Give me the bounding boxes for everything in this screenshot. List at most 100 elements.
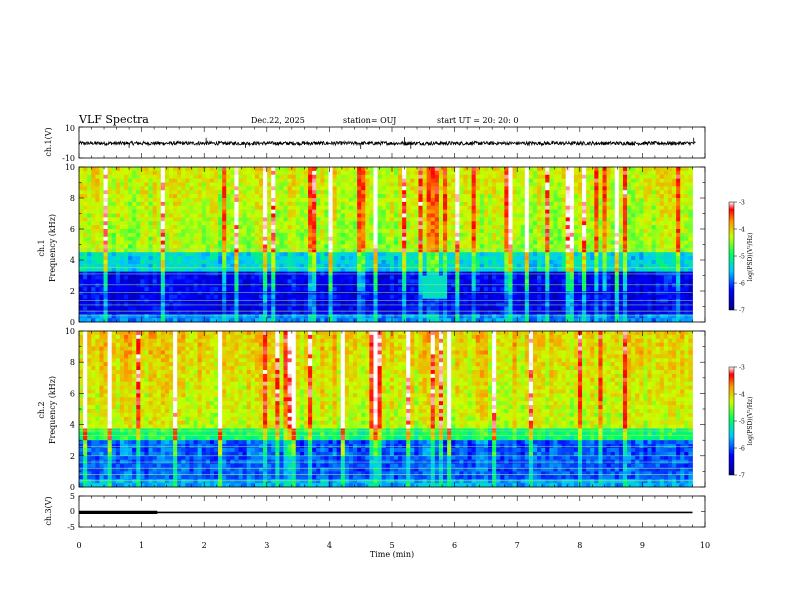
spectrogram-cell — [218, 186, 223, 191]
spectrogram-cell — [373, 263, 378, 269]
spectrogram-cell — [688, 287, 693, 292]
spectrogram-cell — [500, 221, 505, 226]
spectrogram-cell — [590, 236, 595, 242]
spectrogram-cell — [107, 267, 113, 273]
spectrogram-cell — [83, 198, 88, 203]
spectrogram-cell — [406, 167, 411, 172]
spectrogram-cell — [647, 256, 652, 261]
spectrogram-cell — [667, 244, 673, 249]
spectrogram-cell — [537, 244, 542, 249]
spectrogram-cell — [205, 229, 211, 234]
spectrogram-cell — [545, 279, 550, 284]
spectrogram-cell — [361, 225, 366, 230]
spectrogram-cell — [177, 174, 182, 180]
spectrogram-cell — [467, 225, 473, 230]
spectrogram-cell — [123, 291, 129, 296]
spectrogram-cell — [197, 244, 203, 249]
spectrogram-cell — [602, 213, 607, 218]
spectrogram-cell — [209, 279, 215, 284]
spectrogram-cell — [83, 229, 88, 234]
spectrogram-cell — [627, 236, 632, 242]
spectrogram-cell — [590, 221, 595, 226]
spectrogram-cell — [557, 178, 562, 183]
spectrogram-cell — [672, 170, 677, 176]
spectrogram-cell — [115, 267, 121, 273]
spectrogram-cell — [393, 244, 399, 249]
spectrogram-cell — [688, 232, 693, 238]
spectrogram-cell — [361, 221, 366, 226]
spectrogram-cell — [128, 186, 133, 191]
spectrogram-cell — [303, 229, 309, 234]
spectrogram-cell — [267, 201, 272, 207]
spectrogram-cell — [631, 229, 636, 234]
spectrogram-cell — [283, 167, 288, 172]
spectrogram-cell — [197, 186, 203, 191]
spectrogram-cell — [197, 260, 203, 265]
spectrogram-cell — [197, 267, 203, 273]
spectrogram-cell — [95, 205, 100, 211]
spectrogram-cell — [414, 194, 419, 199]
spectrogram-cell — [389, 244, 395, 249]
spectrogram-cell — [197, 236, 203, 242]
spectrogram-cell — [111, 194, 117, 199]
spectrogram-cell — [537, 178, 542, 183]
spectrogram-cell — [250, 190, 256, 195]
spectrogram-cell — [144, 267, 149, 273]
spectrogram-cell — [344, 194, 350, 199]
spectrogram-cell — [398, 201, 403, 207]
spectrogram-cell — [189, 213, 194, 218]
spectrogram-cell — [99, 279, 104, 284]
spectrogram-cell — [541, 232, 546, 238]
spectrogram-cell — [643, 186, 648, 191]
spectrogram-cell — [487, 252, 493, 257]
spectrogram-cell — [336, 213, 342, 218]
spectrogram-cell — [455, 287, 460, 292]
spectrogram-cell — [455, 213, 460, 218]
spectrogram-cell — [639, 170, 644, 176]
spectrogram-cell — [271, 232, 276, 238]
spectrogram-cell — [168, 217, 174, 222]
spectrogram-cell — [553, 275, 558, 280]
spectrogram-cell — [627, 194, 632, 199]
spectrogram-cell — [508, 221, 513, 226]
spectrogram-cell — [524, 252, 530, 257]
spectrogram-cell — [209, 236, 215, 242]
spectrogram-cell — [275, 291, 280, 296]
spectrogram-cell — [99, 205, 104, 211]
spectrogram-cell — [344, 244, 350, 249]
spectrogram-cell — [676, 182, 681, 187]
spectrogram-cell — [647, 201, 652, 207]
spectrogram-cell — [250, 209, 256, 214]
spectrogram-cell — [459, 244, 464, 249]
spectrogram-cell — [242, 167, 248, 172]
spectrogram-cell — [569, 186, 575, 191]
spectrogram-cell — [627, 190, 632, 195]
spectrogram-cell — [344, 229, 350, 234]
spectrogram-cell — [565, 256, 571, 261]
spectrogram-cell — [308, 178, 313, 183]
spectrogram-cell — [680, 205, 685, 211]
spectrogram-cell — [115, 232, 121, 238]
spectrogram-cell — [99, 229, 104, 234]
spectrogram-cell — [582, 279, 587, 284]
spectrogram-cell — [332, 240, 338, 245]
spectrogram-cell — [667, 260, 673, 265]
spectrogram-cell — [492, 279, 497, 284]
spectrogram-cell — [631, 170, 636, 176]
spectrogram-cell — [622, 190, 628, 195]
spectrogram-cell — [418, 248, 423, 253]
spectrogram-cell — [643, 283, 648, 288]
spectrogram-cell — [189, 178, 194, 183]
spectrogram-cell — [406, 190, 411, 195]
spectrogram-cell — [230, 267, 235, 273]
spectrogram-cell — [426, 267, 432, 273]
spectrogram-cell — [385, 229, 391, 234]
spectrogram-cell — [136, 267, 141, 273]
spectrogram-cell — [320, 194, 325, 199]
spectrogram-cell — [185, 186, 190, 191]
spectrogram-cell — [516, 209, 522, 214]
spectrogram-cell — [508, 182, 513, 187]
spectrogram-cell — [684, 236, 689, 242]
spectrogram-cell — [627, 248, 632, 253]
spectrogram-cell — [340, 174, 346, 180]
